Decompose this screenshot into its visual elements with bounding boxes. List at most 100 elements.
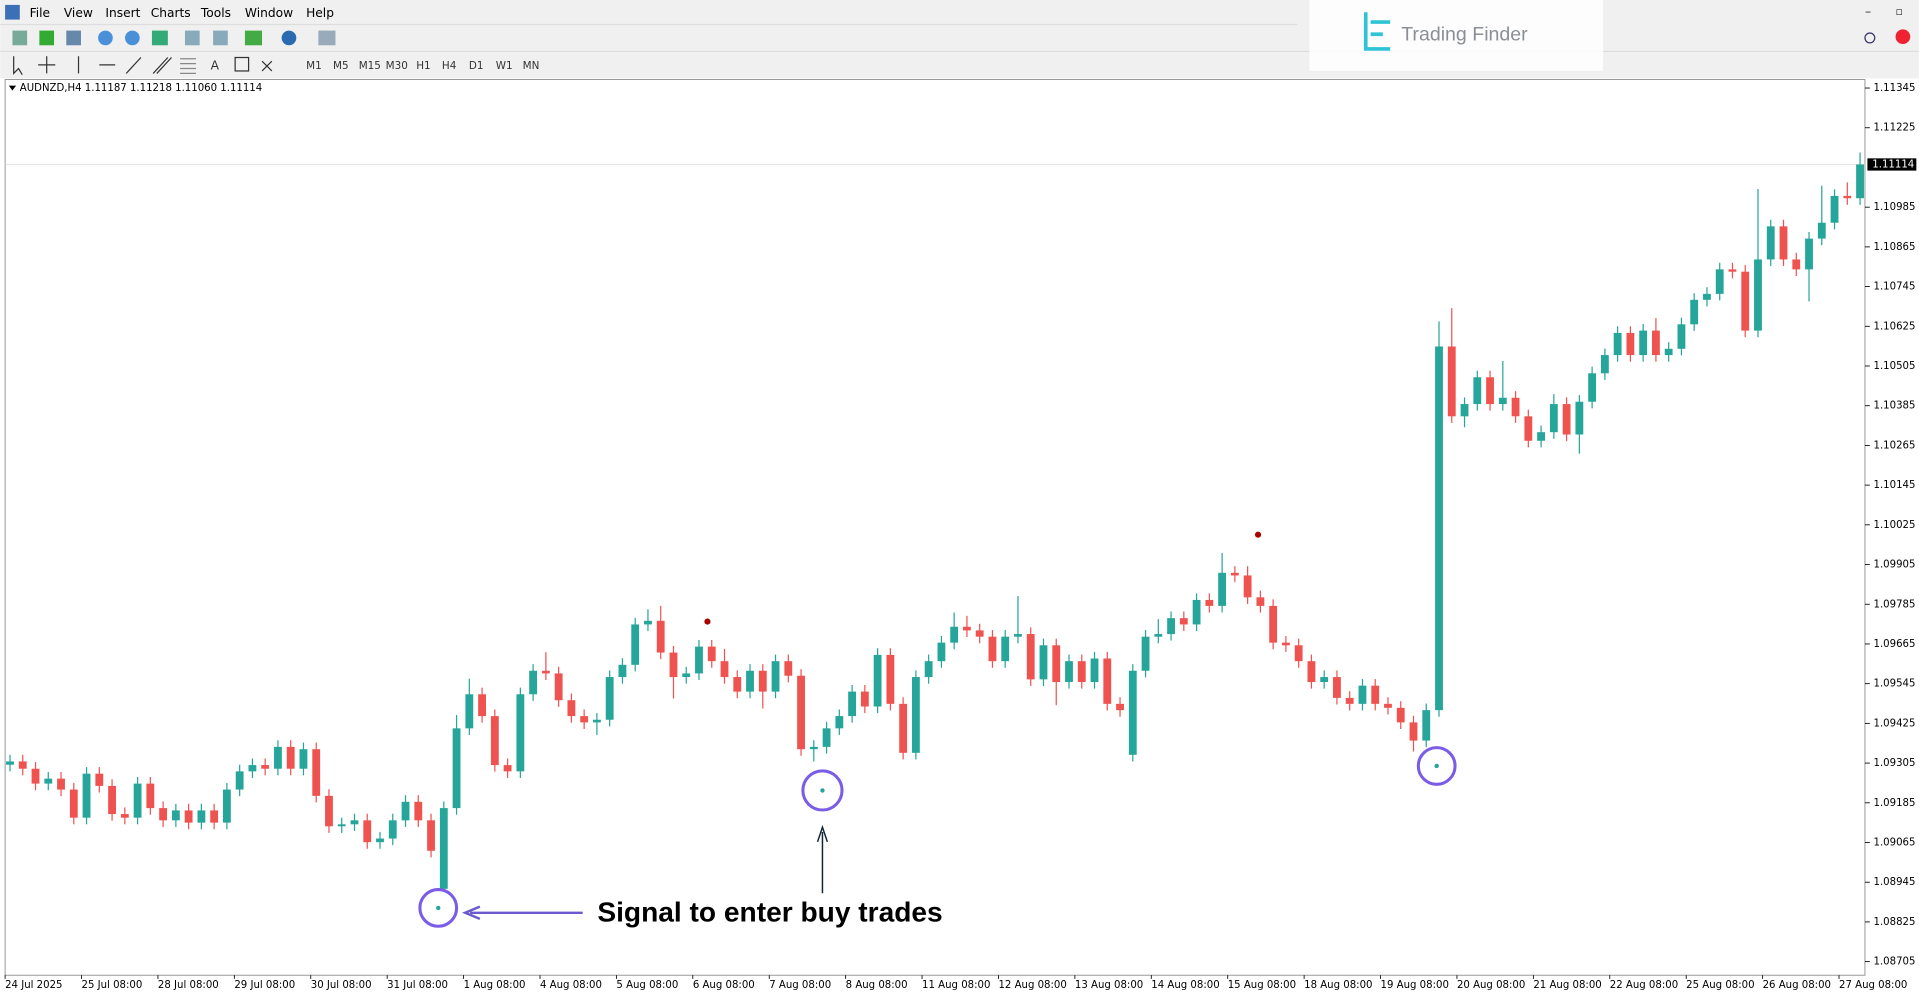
icon[interactable] xyxy=(213,30,228,46)
menu-item[interactable]: File xyxy=(30,6,50,20)
timeframe-button[interactable]: H1 xyxy=(416,60,430,72)
candle-body xyxy=(210,810,219,823)
candle-body xyxy=(1817,222,1826,239)
candle-body xyxy=(1690,299,1699,325)
candle-body xyxy=(159,808,168,821)
menu-item[interactable]: Tools xyxy=(200,6,231,20)
text-tool[interactable]: A xyxy=(211,59,220,73)
candle-body xyxy=(312,749,321,796)
candle-body xyxy=(886,654,895,704)
candle-body xyxy=(516,694,525,772)
candle-body xyxy=(1639,330,1648,356)
candle-body xyxy=(120,814,129,818)
menu-item[interactable]: Window xyxy=(245,6,293,20)
label-tool[interactable] xyxy=(234,56,250,72)
candle-body xyxy=(1243,575,1252,598)
candle-body xyxy=(1562,404,1571,435)
candle-body xyxy=(1511,397,1520,417)
candle-body xyxy=(363,820,372,843)
candle-body xyxy=(1651,330,1660,356)
menu-item[interactable]: View xyxy=(64,6,93,20)
candle-body xyxy=(1384,703,1392,708)
icon[interactable] xyxy=(66,30,81,46)
timeframe-button[interactable]: MN xyxy=(523,60,540,72)
x-tick-label: 4 Aug 08:00 xyxy=(540,980,602,991)
timeframe-button[interactable]: D1 xyxy=(469,60,484,72)
candle-body xyxy=(873,654,882,707)
x-tick-label: 28 Jul 08:00 xyxy=(158,980,219,991)
chart-header: AUDNZD,H4 1.11187 1.11218 1.11060 1.1111… xyxy=(20,83,262,94)
candle-body xyxy=(1664,348,1673,356)
candle-body xyxy=(631,624,640,665)
icon[interactable] xyxy=(12,30,28,46)
candle-body xyxy=(1498,397,1507,405)
icon[interactable] xyxy=(318,30,336,46)
candle-body xyxy=(1345,697,1354,704)
window-restore[interactable]: ▫ xyxy=(1896,5,1903,18)
zoom-in[interactable] xyxy=(98,30,113,46)
candle-body xyxy=(567,700,576,717)
timeframe-button[interactable]: H4 xyxy=(442,60,457,72)
timeframe-button[interactable]: M5 xyxy=(333,60,349,72)
candle-body xyxy=(1039,645,1048,680)
icon[interactable] xyxy=(151,30,168,46)
y-tick-label: 1.09545 xyxy=(1874,679,1916,690)
candle-body xyxy=(1179,618,1188,625)
candle-body xyxy=(963,626,971,631)
candle-body xyxy=(924,661,933,678)
candle-body xyxy=(720,661,729,678)
candle-body xyxy=(1307,661,1316,683)
notification-badge[interactable] xyxy=(1895,29,1911,45)
crosshair-tool[interactable] xyxy=(38,56,56,74)
shapes-tool[interactable] xyxy=(261,60,273,72)
candle-body xyxy=(171,810,180,821)
x-tick-label: 12 Aug 08:00 xyxy=(998,980,1066,991)
window-minimize[interactable]: – xyxy=(1865,5,1871,19)
candle-body xyxy=(975,630,984,637)
x-tick-label: 24 Jul 2025 xyxy=(5,980,62,991)
fibo-tool[interactable] xyxy=(180,58,196,75)
candle-body xyxy=(299,749,308,769)
menu-item[interactable]: Insert xyxy=(105,6,140,20)
annotation: Signal to enter buy trades xyxy=(597,896,942,927)
y-tick-label: 1.10385 xyxy=(1874,401,1916,412)
icon[interactable] xyxy=(39,30,55,46)
candle-body xyxy=(1779,226,1788,260)
candle-body xyxy=(465,694,474,729)
candle-body xyxy=(235,771,244,790)
timeframe-button[interactable]: W1 xyxy=(496,60,513,72)
y-tick-label: 1.09785 xyxy=(1874,599,1916,610)
toolbar-icons: A xyxy=(12,30,336,75)
candle-body xyxy=(1001,636,1010,662)
candle-body xyxy=(669,652,678,678)
channel-tool[interactable] xyxy=(152,57,172,74)
cursor-tool[interactable] xyxy=(13,56,23,75)
candle-body xyxy=(57,778,65,790)
timeframe-button[interactable]: M30 xyxy=(386,60,408,72)
x-tick-label: 29 Jul 08:00 xyxy=(234,980,295,991)
y-tick-label: 1.10745 xyxy=(1874,282,1916,293)
current-price-label: 1.11114 xyxy=(1872,159,1914,170)
icon[interactable] xyxy=(184,30,200,46)
menu-item[interactable]: Charts xyxy=(151,6,191,20)
y-tick-label: 1.10265 xyxy=(1874,440,1916,451)
y-tick-label: 1.10985 xyxy=(1874,202,1916,213)
search-icon[interactable] xyxy=(1864,32,1876,44)
candle-body xyxy=(1192,599,1201,625)
icon[interactable] xyxy=(244,30,263,46)
timeframe-button[interactable]: M1 xyxy=(306,60,322,72)
timeframe-button[interactable]: M15 xyxy=(359,60,381,72)
menu-item[interactable]: Help xyxy=(306,6,334,20)
candle-body xyxy=(184,810,193,823)
candle-body xyxy=(1218,572,1227,606)
x-tick-label: 13 Aug 08:00 xyxy=(1075,980,1143,991)
candle-body xyxy=(325,795,333,827)
brand: Trading Finder xyxy=(1309,0,1604,71)
brand-logo xyxy=(1363,12,1391,51)
zoom-out[interactable] xyxy=(125,30,140,46)
buy-signal-dot xyxy=(820,788,825,793)
candle-body xyxy=(695,646,703,674)
trend-tool[interactable] xyxy=(125,57,142,74)
candle-body xyxy=(1473,377,1482,405)
icon[interactable] xyxy=(281,30,297,46)
